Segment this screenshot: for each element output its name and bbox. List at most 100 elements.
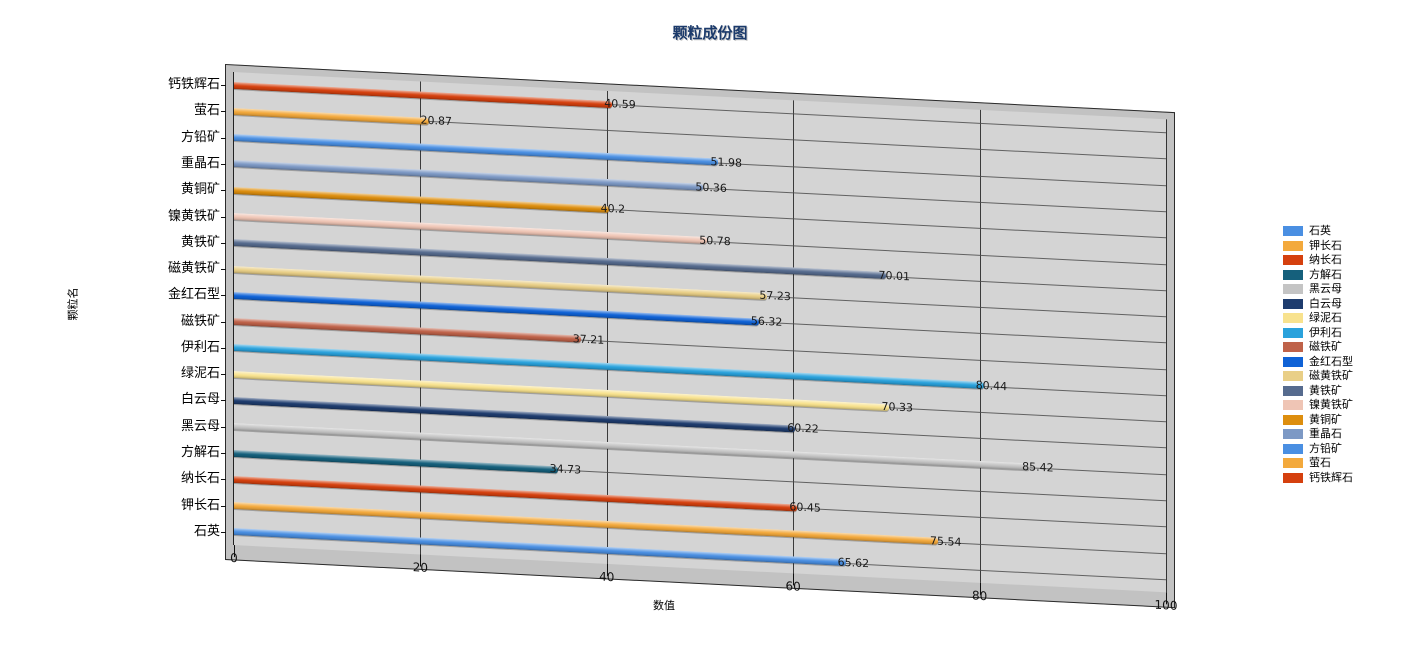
y-tick-mark (221, 85, 226, 87)
legend-swatch (1283, 342, 1303, 353)
y-tick-mark (221, 163, 226, 165)
y-tick-mark (221, 400, 226, 402)
y-tick-mark (221, 216, 226, 218)
bar-value-label: 60.22 (787, 421, 819, 437)
legend: 石英 钾长石 纳长石 方解石 黑云母 白云母 绿泥石 伊利石 磁铁矿 金红石型 磁黄铁矿 黄铁矿 镍黄铁… (1283, 224, 1353, 485)
y-tick-mark (221, 111, 226, 113)
legend-item: 黄铜矿 (1283, 413, 1353, 428)
legend-item: 方解石 (1283, 268, 1353, 283)
x-tick-label: 0 (230, 550, 238, 566)
legend-item: 磁黄铁矿 (1283, 369, 1353, 384)
legend-swatch (1283, 400, 1303, 411)
legend-item: 磁铁矿 (1283, 340, 1353, 355)
bar-value-label: 70.01 (878, 268, 910, 284)
x-tick-label: 80 (971, 588, 988, 604)
legend-item-label: 黄铜矿 (1309, 412, 1342, 426)
legend-swatch (1283, 255, 1303, 266)
legend-item-label: 伊利石 (1309, 325, 1342, 339)
legend-swatch (1283, 443, 1303, 454)
x-tick-label: 100 (1154, 597, 1178, 613)
legend-swatch (1283, 327, 1303, 338)
bar (234, 160, 704, 192)
legend-item: 黄铁矿 (1283, 384, 1353, 399)
legend-item-label: 磁黄铁矿 (1309, 369, 1353, 382)
legend-item-label: 重晶石 (1309, 427, 1342, 440)
bar (234, 107, 429, 125)
bar-value-label: 57.23 (759, 288, 791, 304)
legend-swatch (1283, 472, 1303, 483)
x-tick-label: 40 (599, 569, 615, 585)
y-tick-mark (221, 269, 226, 271)
legend-swatch (1283, 385, 1303, 396)
bar-value-label: 40.59 (604, 96, 636, 112)
legend-item-label: 方解石 (1309, 267, 1342, 281)
legend-item: 金红石型 (1283, 355, 1353, 370)
legend-item: 黑云母 (1283, 282, 1353, 297)
x-gridline (979, 109, 981, 583)
x-axis-title: 数值 (653, 599, 675, 612)
legend-swatch (1283, 458, 1303, 469)
legend-item-label: 磁铁矿 (1309, 340, 1342, 353)
bar-value-label: 50.36 (695, 180, 727, 195)
legend-item-label: 绿泥石 (1309, 311, 1342, 324)
y-tick-mark (221, 531, 226, 533)
y-axis-title: 颗粒名 (66, 287, 80, 321)
legend-item: 镍黄铁矿 (1283, 398, 1353, 413)
y-axis-label: 黑云母 (180, 418, 220, 434)
chart-title: 颗粒成份图 (672, 24, 748, 42)
bar-value-label: 51.98 (710, 154, 742, 170)
x-gridline (420, 81, 422, 555)
y-tick-mark (221, 479, 226, 481)
y-axis-label: 磁黄铁矿 (167, 261, 220, 277)
y-axis-label: 金红石型 (167, 287, 220, 303)
y-tick-mark (221, 242, 226, 244)
y-axis-label: 绿泥石 (180, 366, 220, 382)
legend-item: 绿泥石 (1283, 311, 1353, 326)
y-axis-label: 磁铁矿 (180, 313, 220, 329)
y-axis-label: 钾长石 (180, 497, 220, 513)
legend-swatch (1283, 240, 1303, 251)
bar (234, 318, 581, 343)
y-tick-mark (221, 295, 226, 297)
bar-value-label: 56.32 (750, 314, 783, 330)
bar (234, 449, 558, 473)
y-tick-mark (221, 190, 226, 192)
y-tick-mark (221, 426, 226, 428)
y-tick-mark (221, 374, 226, 376)
legend-item: 萤石 (1283, 456, 1353, 471)
bar (234, 423, 1031, 471)
y-axis-label: 黄铁矿 (180, 234, 220, 250)
bar (234, 265, 768, 300)
legend-swatch (1283, 284, 1303, 295)
legend-item-label: 钙铁辉石 (1309, 470, 1353, 484)
legend-item: 白云母 (1283, 297, 1353, 312)
legend-swatch (1283, 371, 1303, 382)
y-axis-label: 钙铁辉石 (167, 77, 220, 93)
x-tick-label: 20 (412, 560, 429, 575)
bar-value-label: 20.87 (420, 113, 453, 129)
bar-value-label: 60.45 (789, 500, 821, 516)
y-axis-label: 萤石 (193, 103, 220, 119)
bar (234, 134, 719, 166)
bar-value-label: 70.33 (881, 400, 913, 415)
legend-swatch (1283, 429, 1303, 440)
legend-item-label: 黑云母 (1309, 282, 1342, 295)
bar-value-label: 37.21 (572, 331, 605, 347)
y-axis-label: 纳长石 (180, 471, 220, 487)
y-axis-label: 石英 (193, 523, 220, 539)
y-axis-label: 方铅矿 (180, 129, 220, 145)
y-tick-mark (221, 347, 226, 349)
bar-value-label: 34.73 (549, 462, 582, 477)
bar-value-label: 40.2 (600, 201, 626, 217)
plot-area: 0 20 40 60 80 100 40.59 20.87 51.98 50.36 40.2 50.7… (230, 72, 1177, 613)
y-axis-label: 黄铜矿 (180, 182, 220, 198)
legend-item-label: 萤石 (1309, 456, 1331, 469)
y-tick-mark (221, 321, 226, 323)
bar (234, 213, 708, 245)
legend-item-label: 镍黄铁矿 (1309, 398, 1353, 411)
legend-item-label: 石英 (1309, 224, 1331, 237)
legend-item-label: 白云母 (1309, 296, 1342, 310)
legend-swatch (1283, 269, 1303, 280)
legend-item: 石英 (1283, 224, 1353, 239)
y-axis-label: 伊利石 (180, 339, 220, 355)
